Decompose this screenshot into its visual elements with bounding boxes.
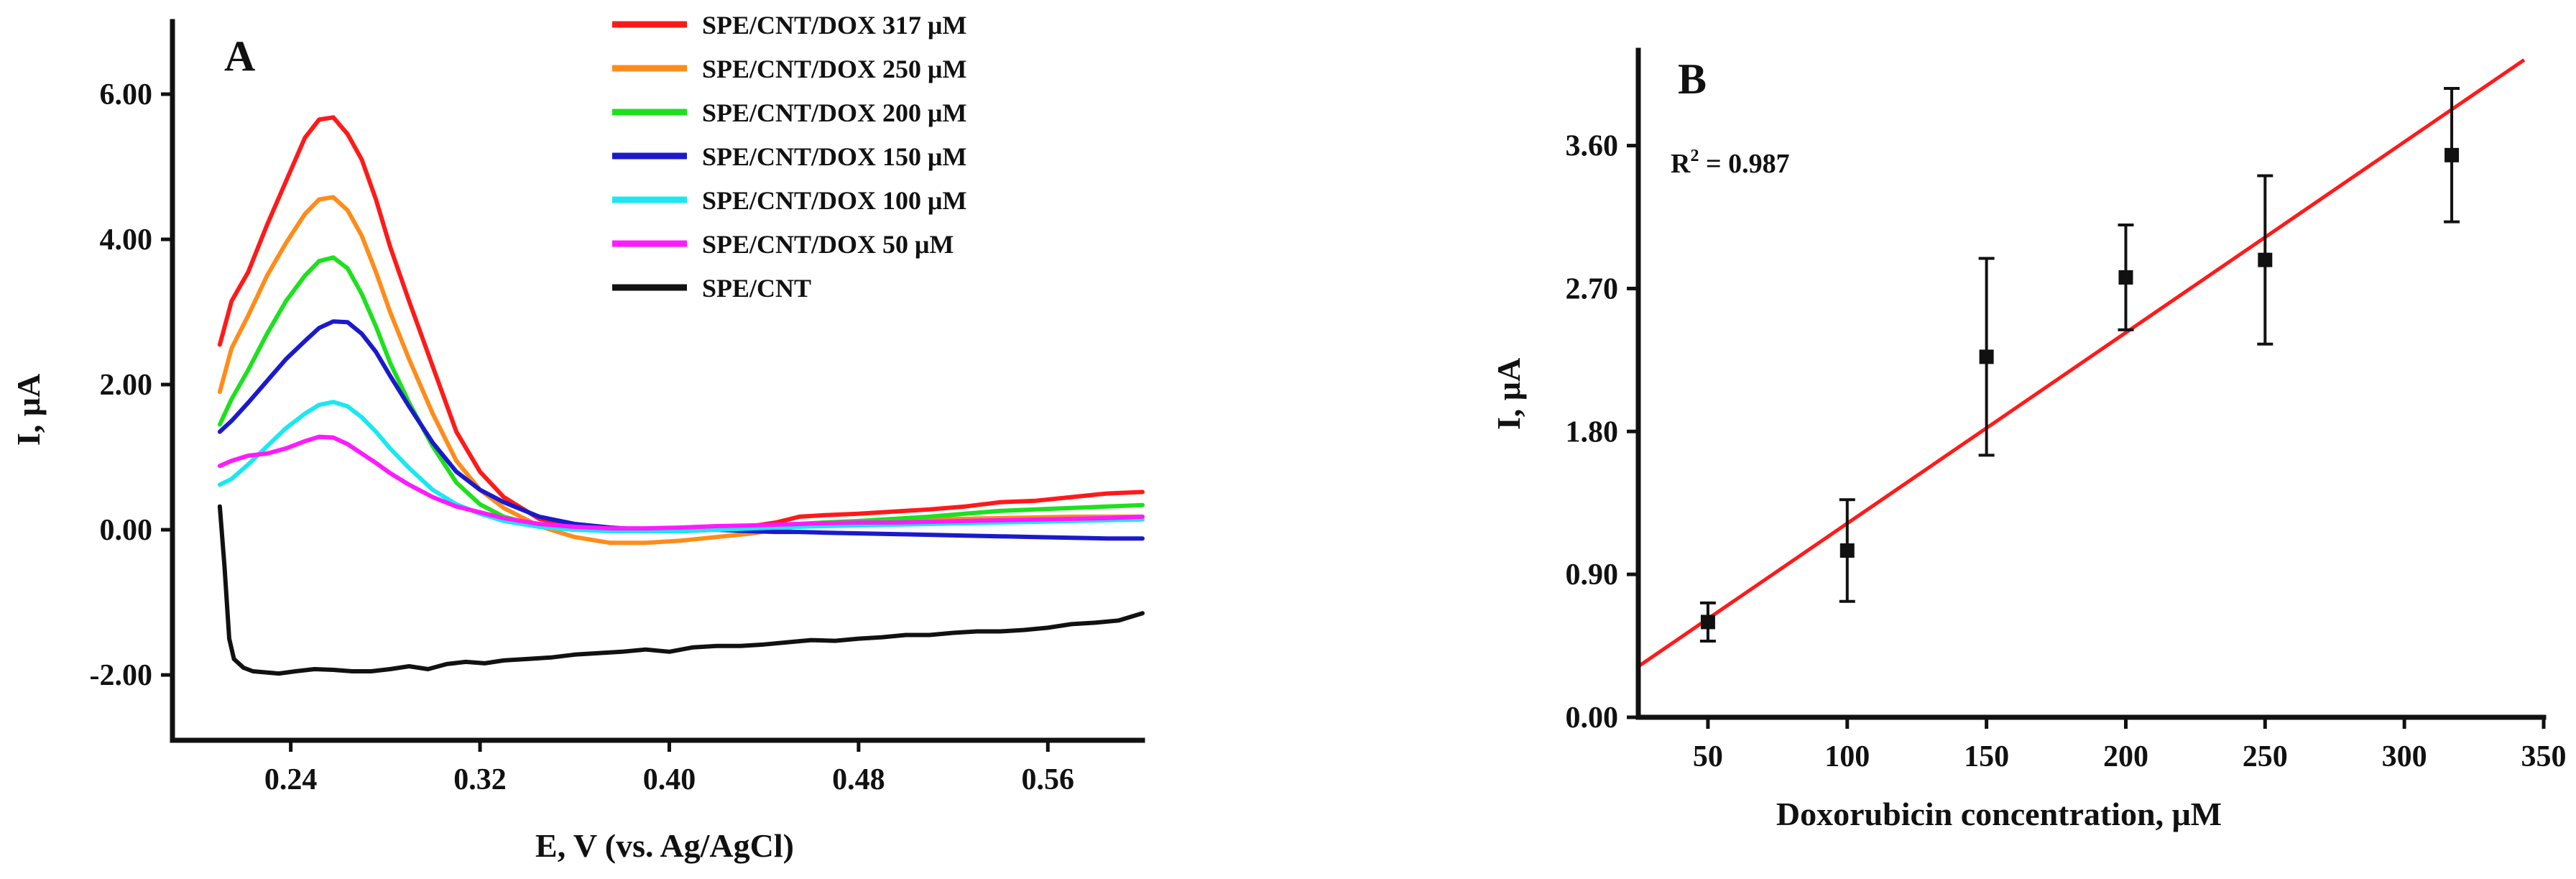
panel-b-axes	[1635, 47, 2547, 720]
panel-b-y-tick-label: 0.90	[1566, 558, 1619, 592]
panel-a-x-tick-label: 0.48	[832, 763, 885, 796]
panel-a-axes	[170, 19, 1145, 743]
legend-label-spe-cnt-dox-250-m: SPE/CNT/DOX 250 μM	[702, 55, 966, 83]
panel-b-y-axis-title: I, μA	[1490, 358, 1527, 430]
series-line-spe-cnt-dox-317-m	[217, 115, 1145, 534]
panel-a-y-tick-label: 2.00	[100, 369, 153, 402]
panel-b-y-tick-label: 0.00	[1566, 701, 1619, 735]
r2-exponent: 2	[1690, 147, 1699, 165]
legend-label-spe-cnt: SPE/CNT	[702, 274, 811, 303]
panel-b-x-tick-label: 200	[2103, 740, 2148, 773]
panel-b-x-tick-label: 300	[2382, 740, 2427, 773]
panel-a-x-tick-label: 0.40	[643, 763, 696, 796]
panel-b-fit	[1637, 58, 2526, 668]
legend-label-spe-cnt-dox-317-m: SPE/CNT/DOX 317 μM	[702, 11, 966, 40]
panel-b-y-tick-label: 3.60	[1566, 130, 1619, 163]
panel-a-letter: A	[224, 32, 255, 80]
legend-label-spe-cnt-dox-200-m: SPE/CNT/DOX 200 μM	[702, 98, 966, 127]
panel-a-y-tick-label: 4.00	[100, 224, 153, 257]
linear-fit-line	[1637, 58, 2526, 668]
panel-b-x-tick-label: 50	[1693, 740, 1723, 773]
r2-value: = 0.987	[1699, 149, 1789, 179]
legend-label-spe-cnt-dox-50-m: SPE/CNT/DOX 50 μM	[702, 230, 954, 259]
panel-b-x-axis-title: Doxorubicin concentration, μM	[1776, 796, 2222, 832]
panel-b-y-tick-label: 1.80	[1566, 415, 1619, 448]
panel-b-y-tick-label: 2.70	[1566, 272, 1619, 305]
panel-a-ticks: 0.24 0.32 0.40 0.48 0.56 -2.00 0.00 2.00 4.00 6.0…	[90, 78, 1075, 796]
panel-b-x-tick-label: 350	[2521, 740, 2567, 773]
panel-b-x-tick-label: 250	[2243, 740, 2288, 773]
panel-b-points	[1699, 87, 2460, 643]
panel-a-curves	[217, 115, 1145, 676]
panel-a-x-axis-title: E, V (vs. Ag/AgCl)	[535, 827, 794, 864]
r2-prefix: R	[1671, 149, 1691, 179]
panel-a: 0.24 0.32 0.40 0.48 0.56 -2.00 0.00 2.00 4.00 6.0…	[10, 11, 1145, 864]
legend-label-spe-cnt-dox-100-m: SPE/CNT/DOX 100 μM	[702, 186, 966, 215]
panel-b-r2-annotation: R2 = 0.987	[1671, 147, 1790, 179]
panel-a-x-tick-label: 0.32	[453, 763, 507, 796]
panel-a-y-tick-label: 0.00	[100, 514, 153, 547]
series-line-spe-cnt-dox-150-m	[217, 319, 1145, 541]
panel-b-x-tick-label: 100	[1824, 740, 1870, 773]
series-line-spe-cnt-dox-100-m	[217, 400, 1145, 534]
data-point	[2445, 147, 2460, 162]
panel-a-x-tick-label: 0.56	[1022, 763, 1075, 796]
legend-label-spe-cnt-dox-150-m: SPE/CNT/DOX 150 μM	[702, 142, 966, 171]
data-point	[2258, 252, 2273, 267]
data-point	[2118, 270, 2133, 285]
panel-a-legend: SPE/CNT/DOX 317 μM SPE/CNT/DOX 250 μM SPE/…	[612, 11, 966, 303]
series-line-spe-cnt-dox-200-m	[217, 255, 1145, 533]
series-line-spe-cnt-dox-250-m	[217, 195, 1145, 546]
panel-a-y-axis-title: I, μA	[10, 374, 47, 446]
data-point	[1700, 615, 1715, 630]
data-point	[1979, 349, 1994, 364]
panel-b-ticks: 50 100 150 200 250 300 350 0.00 0.90 1.80 2.70 3.60	[1566, 130, 2567, 773]
panel-b-letter: B	[1678, 55, 1707, 103]
series-line-spe-cnt-dox-50-m	[217, 434, 1145, 531]
panel-a-y-tick-label: 6.00	[100, 78, 153, 111]
data-point	[1839, 543, 1855, 558]
panel-b-x-tick-label: 150	[1964, 740, 2009, 773]
panel-a-y-tick-label: -2.00	[90, 659, 153, 692]
series-line-spe-cnt	[217, 504, 1145, 676]
panel-b: 50 100 150 200 250 300 350 0.00 0.90 1.80 2.70 3.60…	[1490, 47, 2567, 832]
panel-a-x-tick-label: 0.24	[264, 763, 318, 796]
